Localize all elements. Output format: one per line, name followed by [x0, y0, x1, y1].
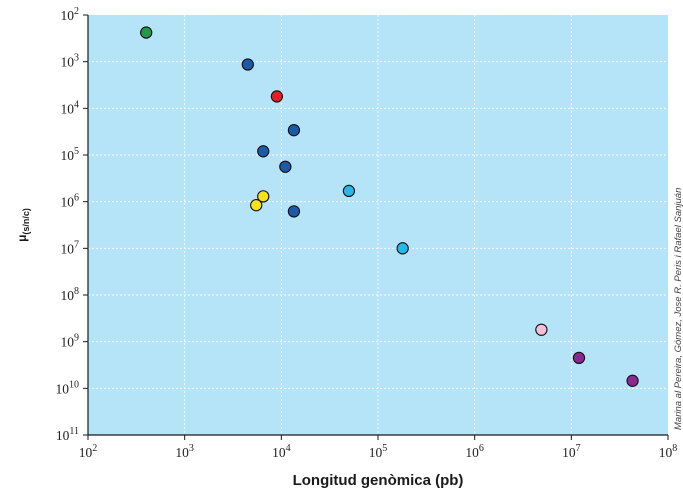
- x-tick-label: 104: [272, 443, 291, 460]
- data-point: [241, 58, 254, 71]
- data-point: [626, 374, 639, 387]
- data-point: [572, 351, 586, 365]
- y-tick-label: 102: [61, 6, 80, 23]
- data-point: [140, 26, 153, 39]
- x-tick-label: 106: [465, 443, 484, 460]
- y-tick-label: 105: [61, 146, 80, 163]
- data-point: [287, 205, 301, 218]
- x-axis-label: Longitud genòmica (pb): [293, 472, 464, 489]
- y-tick-label: 109: [61, 333, 80, 350]
- x-tick-label: 102: [79, 443, 98, 460]
- data-points: [140, 26, 639, 387]
- x-tick-label: 103: [175, 443, 194, 460]
- y-tick-label: 104: [61, 99, 80, 116]
- data-point: [270, 90, 284, 103]
- y-tick-label: 108: [61, 286, 80, 303]
- x-tick-label: 107: [562, 443, 581, 460]
- data-point: [250, 199, 263, 212]
- y-tick-label: 107: [61, 239, 80, 256]
- data-point: [287, 124, 301, 137]
- data-point: [342, 184, 356, 198]
- x-tick-labels: 102 103 104 105 106 107 108: [79, 435, 678, 460]
- data-point: [396, 242, 409, 255]
- y-tick-label: 1011: [56, 426, 79, 443]
- data-point: [279, 160, 292, 173]
- data-point: [257, 145, 270, 158]
- y-tick-labels: 102 103 104 105 106 107 108 109 1010 1011: [56, 6, 88, 443]
- y-axis-label-sub: (s/n/c): [21, 208, 31, 235]
- photo-credit: Marina al Pereira, Gómez, Jose R. Peris …: [673, 188, 683, 430]
- y-axis-label: μ(s/n/c): [15, 208, 31, 242]
- y-tick-label: 106: [61, 193, 80, 210]
- y-tick-label: 1010: [56, 379, 80, 396]
- y-axis-label-base: μ: [15, 235, 29, 242]
- data-point: [535, 323, 548, 336]
- x-tick-label: 108: [659, 443, 678, 460]
- gridlines: [88, 15, 668, 435]
- y-tick-label: 103: [61, 53, 80, 70]
- x-tick-label: 105: [369, 443, 388, 460]
- data-point: [257, 190, 270, 203]
